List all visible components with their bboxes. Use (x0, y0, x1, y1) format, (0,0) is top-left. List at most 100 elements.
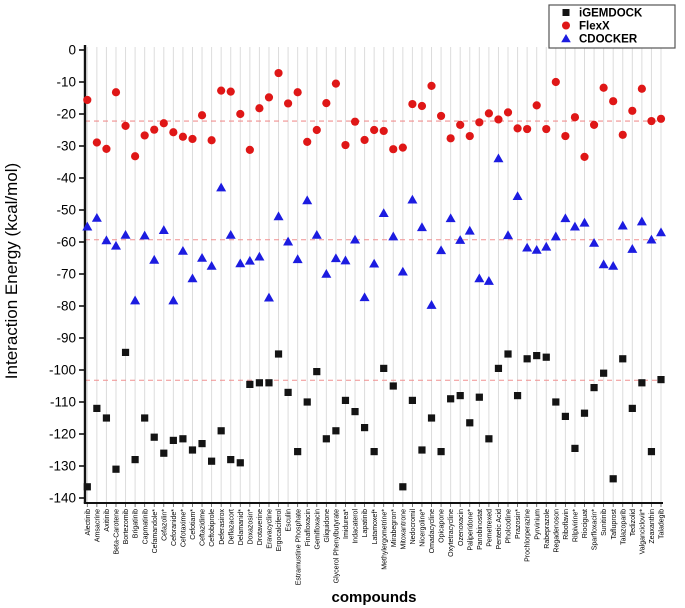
cdocker-point (187, 273, 198, 283)
x-category-label: Rabeprazole (544, 509, 551, 549)
x-category-label: Omadacycline (429, 509, 436, 553)
flexx-point (628, 106, 637, 115)
igemdock-point (217, 427, 225, 435)
igemdock-point (485, 435, 493, 443)
x-category-label: Riociguat (582, 509, 589, 538)
x-category-label: Deflazacort (228, 509, 235, 544)
legend-square-icon (562, 9, 570, 16)
flexx-point (523, 124, 532, 134)
x-category-label: Drotaverine (257, 509, 264, 545)
cdocker-point (177, 245, 188, 255)
x-category-label: Sunitinib (601, 509, 608, 536)
cdocker-point (350, 234, 361, 244)
igemdock-point (83, 483, 91, 491)
cdocker-point (216, 182, 227, 192)
cdocker-point (560, 213, 571, 223)
igemdock-point (647, 448, 656, 456)
igemdock-point (418, 446, 426, 454)
cdocker-point (340, 255, 351, 265)
flexx-point (589, 120, 599, 129)
flexx-point (475, 118, 484, 127)
flexx-point (465, 131, 474, 141)
igemdock-point (580, 409, 589, 417)
cdocker-point (598, 259, 609, 269)
flexx-point (408, 99, 417, 109)
x-category-label: Deferasirox (219, 509, 226, 545)
x-category-label: Mitoxantrone (400, 509, 407, 550)
igemdock-point (169, 436, 177, 444)
igemdock-point (227, 456, 235, 464)
legend-triangle-icon (561, 34, 571, 43)
y-tick-label: -10 (56, 75, 76, 90)
igemdock-point (513, 392, 522, 400)
flexx-point (236, 109, 245, 119)
x-category-label: Ceforanide* (171, 509, 178, 546)
flexx-point (245, 145, 254, 154)
igemdock-point (160, 449, 168, 457)
cdocker-point (416, 222, 427, 232)
cdocker-point (531, 245, 542, 254)
y-tick-label: -100 (49, 363, 76, 378)
cdocker-point (397, 266, 408, 276)
cdocker-point (82, 221, 93, 231)
flexx-point (370, 125, 379, 135)
cdocker-point (139, 230, 150, 240)
cdocker-point (541, 241, 552, 251)
flexx-point (131, 152, 140, 161)
cdocker-point (503, 230, 514, 240)
x-category-label: Ceftobiprole (209, 509, 216, 547)
x-category-label: Paliperidone* (467, 509, 474, 551)
igemdock-point (102, 414, 111, 422)
x-category-label: Beta-Carotene (114, 509, 121, 555)
flexx-point (331, 79, 341, 88)
x-category-label: Mirabegron* (391, 509, 398, 547)
igemdock-point (447, 395, 455, 403)
igemdock-point (360, 424, 369, 432)
x-category-label: Panobinostat (477, 509, 484, 550)
x-category-label: Eravacycline (267, 509, 274, 549)
cdocker-point (589, 237, 600, 247)
x-category-label: Prazosin* (515, 509, 522, 539)
y-axis-title: Interaction Energy (kcal/mol) (2, 163, 21, 379)
igemdock-point (389, 382, 397, 390)
flexx-point (580, 152, 589, 161)
flexx-point (427, 81, 436, 90)
y-tick-label: -110 (50, 395, 76, 410)
cdocker-point (235, 258, 246, 268)
x-category-label: Gliquidone (324, 509, 331, 543)
cdocker-point (569, 221, 580, 231)
cdocker-point (445, 213, 456, 223)
igemdock-point (475, 393, 483, 401)
plot-area: 0 -10 -20 -30 -40 -50 -60 -70 -80 -90 -100 -110 -120… (49, 43, 666, 585)
y-tick-label: -90 (56, 331, 76, 346)
x-category-label: Cefamandole* (152, 509, 159, 554)
flexx-point (446, 134, 455, 143)
cdocker-point (455, 235, 466, 244)
igemdock-point (255, 379, 264, 387)
x-category-label: Latamoxef* (372, 509, 379, 545)
flexx-point (92, 138, 101, 147)
igemdock-point (303, 398, 311, 406)
igemdock-point (150, 433, 158, 441)
igemdock-point (523, 355, 531, 363)
flexx-point (398, 143, 407, 152)
cdocker-point (407, 194, 418, 204)
cdocker-point (197, 253, 208, 262)
flexx-point (542, 124, 551, 134)
igemdock-point (600, 369, 608, 377)
x-category-label: Talazoparib (620, 509, 627, 545)
cdocker-point (254, 251, 265, 261)
igemdock-point (236, 459, 244, 467)
y-tick-label: -70 (56, 267, 76, 282)
igemdock-point (456, 392, 464, 400)
x-category-label: Nicergoline* (420, 509, 427, 547)
flexx-point (494, 115, 503, 124)
cdocker-point (369, 258, 380, 268)
flexx-point (436, 111, 446, 121)
x-category-label: Amsacrine (94, 509, 101, 542)
cdocker-point (426, 300, 437, 309)
cdocker-point (550, 231, 561, 241)
x-category-label: Cefotiam* (190, 509, 197, 540)
cdocker-point (273, 211, 284, 221)
